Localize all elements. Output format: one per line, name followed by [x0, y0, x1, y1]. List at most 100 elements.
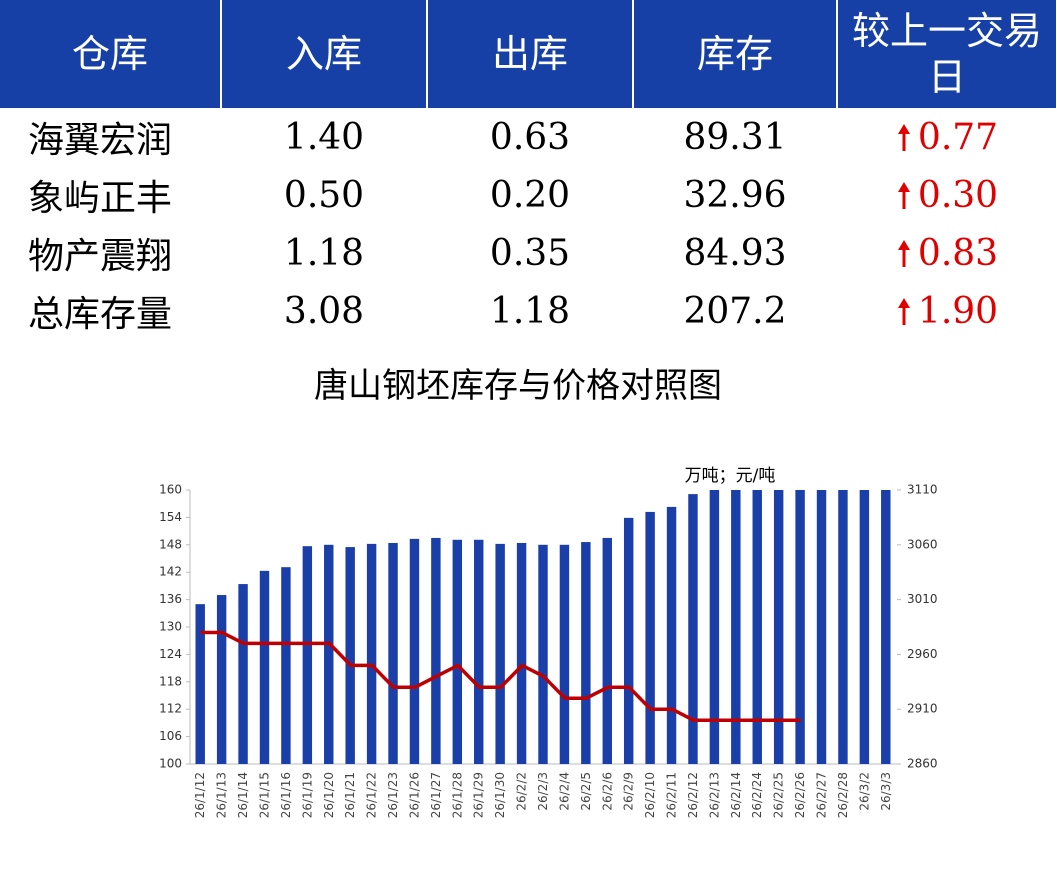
- y-tick-label: 106: [159, 729, 182, 743]
- bar: [623, 517, 634, 764]
- table-cell: 海翼宏润: [0, 108, 221, 166]
- bar: [559, 544, 570, 764]
- x-tick-label: 26/2/10: [643, 772, 657, 818]
- table-cell: 3.08: [221, 282, 427, 340]
- bar: [388, 542, 398, 764]
- table-cell: 1.18: [221, 224, 427, 282]
- bar: [474, 539, 484, 764]
- y2-tick-label: 2860: [907, 757, 938, 771]
- x-tick-label: 26/1/27: [429, 772, 443, 818]
- bar: [709, 490, 720, 764]
- header-cell: 出库: [427, 0, 634, 108]
- x-tick-label: 26/1/19: [300, 772, 314, 818]
- table-cell: 0.63: [427, 108, 633, 166]
- x-tick-label: 26/2/13: [707, 772, 721, 818]
- bar: [281, 567, 291, 764]
- cell-text: 0.30: [917, 174, 999, 216]
- bar: [731, 490, 741, 764]
- cell-text: 总库存量: [28, 294, 173, 335]
- x-tick-label: 26/2/24: [750, 772, 764, 818]
- bar: [409, 538, 420, 764]
- x-tick-label: 26/1/30: [493, 772, 507, 818]
- x-tick-label: 26/2/26: [793, 772, 807, 818]
- table-row: 象屿正丰 0.50 0.20 32.96 0.30: [0, 166, 1057, 224]
- y2-tick-label: 2910: [907, 702, 938, 716]
- bar: [881, 490, 891, 764]
- cell-text: 1.40: [283, 116, 365, 158]
- cell-text: 象屿正丰: [28, 178, 173, 219]
- bar: [324, 544, 334, 764]
- up-arrow: [897, 239, 910, 267]
- x-tick-label: 26/2/5: [579, 772, 593, 811]
- y-tick-label: 154: [159, 510, 182, 524]
- bar: [688, 494, 698, 764]
- table-cell: 1.18: [427, 282, 633, 340]
- x-tick-label: 26/1/21: [343, 772, 357, 818]
- header-cell: 库存: [633, 0, 838, 108]
- table-cell: 0.50: [221, 166, 427, 224]
- table-body: 海翼宏润 1.40 0.63 89.31 0.77 象屿正丰 0.50 0.20 32.96 0.…: [0, 108, 1057, 340]
- cell-text: 3.08: [283, 290, 365, 332]
- y2-tick-label: 3060: [907, 537, 938, 551]
- x-tick-label: 26/2/4: [557, 772, 571, 811]
- bar: [859, 490, 870, 764]
- x-tick-label: 26/1/28: [450, 772, 464, 818]
- bar: [645, 511, 655, 764]
- x-tick-label: 26/2/2: [515, 772, 529, 811]
- chart-title: 唐山钢坯库存与价格对照图: [314, 366, 722, 406]
- cell-text: 物产震翔: [28, 236, 173, 277]
- cell-text: 海翼宏润: [28, 120, 173, 161]
- bar: [366, 543, 377, 764]
- x-tick-label: 26/1/23: [386, 772, 400, 818]
- x-tick-label: 26/1/13: [215, 772, 229, 818]
- x-tick-label: 26/3/3: [879, 772, 893, 811]
- header-cell: 入库: [221, 0, 428, 108]
- table-row: 总库存量 3.08 1.18 207.2 1.90: [0, 282, 1057, 340]
- cell-text: 1.90: [917, 290, 999, 332]
- y-tick-label: 148: [159, 537, 182, 551]
- bar: [666, 506, 677, 764]
- y2-tick-label: 3110: [907, 483, 938, 497]
- table-cell: 32.96: [633, 166, 837, 224]
- x-tick-label: 26/2/6: [600, 772, 614, 811]
- table-cell: 0.83: [837, 224, 1057, 282]
- unit-label: 万吨；元/吨: [685, 466, 776, 486]
- x-tick-label: 26/1/20: [322, 772, 336, 818]
- x-tick-label: 26/1/14: [236, 772, 250, 818]
- table-cell: 总库存量: [0, 282, 221, 340]
- cell-text: 207.2: [683, 290, 787, 332]
- x-tick-label: 26/3/2: [857, 772, 871, 811]
- x-tick-label: 26/1/29: [472, 772, 486, 818]
- price-line: [200, 630, 801, 722]
- cell-text: 84.93: [683, 232, 787, 274]
- chart: 唐山钢坯库存与价格对照图 万吨；元/吨 100 106 112 118 124 130 13…: [159, 366, 938, 818]
- header-cell: 仓库: [0, 0, 222, 108]
- up-arrow: [897, 297, 910, 325]
- bar: [752, 490, 762, 764]
- x-tick-label: 26/2/14: [729, 772, 743, 818]
- table-cell: 1.40: [221, 108, 427, 166]
- bar: [581, 542, 591, 764]
- bar: [238, 584, 248, 764]
- cell-text: 32.96: [683, 174, 787, 216]
- cell-text: 0.83: [917, 232, 999, 274]
- bar: [431, 537, 441, 764]
- x-tick-label: 26/2/3: [536, 772, 550, 811]
- cell-text: 0.50: [283, 174, 365, 216]
- table-cell: 物产震翔: [0, 224, 221, 282]
- x-tick-label: 26/1/16: [279, 772, 293, 818]
- table-cell: 1.90: [837, 282, 1057, 340]
- y-tick-label: 100: [159, 757, 182, 771]
- bar: [795, 490, 805, 764]
- header-row: 仓库 入库 出库 库存 较上一交易日: [0, 0, 1057, 108]
- up-arrow: [897, 181, 910, 209]
- bar: [516, 542, 527, 764]
- table-cell: 0.77: [837, 108, 1057, 166]
- header-cell: 较上一交易日: [837, 0, 1057, 108]
- table-cell: 89.31: [633, 108, 837, 166]
- bar: [838, 490, 848, 764]
- bar: [452, 539, 463, 764]
- inventory-table: 仓库 入库 出库 库存 较上一交易日 海翼宏润 1.40 0.63 89.31 0.77 象屿正丰…: [0, 0, 1057, 340]
- bar: [773, 490, 784, 764]
